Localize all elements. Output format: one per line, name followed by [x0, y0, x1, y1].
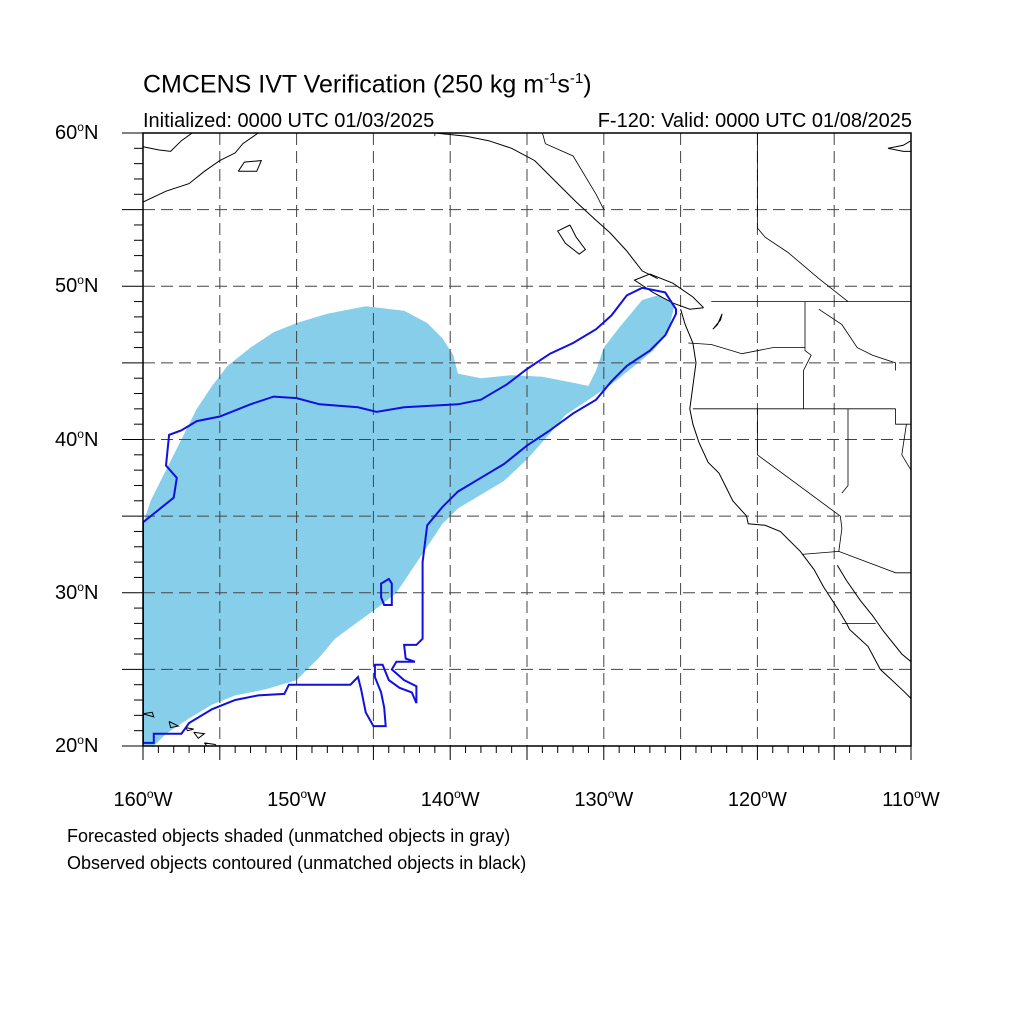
lat-label-hemi: N	[83, 735, 99, 757]
observed-contours	[143, 286, 677, 744]
forecast-object	[143, 295, 675, 746]
coastline	[185, 727, 194, 732]
degree-symbol: o	[761, 787, 768, 801]
title-suffix: )	[583, 70, 592, 99]
degree-symbol: o	[77, 120, 84, 134]
coastline	[193, 731, 206, 740]
map-frame	[122, 132, 912, 760]
coastline	[143, 711, 155, 718]
lon-label: 140oW	[421, 787, 480, 812]
observed-contour	[380, 577, 393, 606]
coastline	[887, 140, 911, 152]
coastline	[143, 133, 193, 152]
coastline	[680, 309, 911, 699]
title-mid: s	[557, 70, 570, 99]
lon-label: 160oW	[114, 787, 173, 812]
lon-label-hemi: W	[307, 789, 327, 811]
border-line	[803, 301, 812, 409]
border-line	[841, 408, 849, 494]
lon-label: 110oW	[882, 787, 939, 812]
border-line	[895, 408, 911, 425]
coastline	[633, 273, 704, 310]
lon-label-hemi: W	[920, 789, 940, 811]
degree-symbol: o	[454, 787, 461, 801]
lon-label-hemi: W	[767, 789, 787, 811]
observed-contour	[143, 286, 677, 744]
lon-label-hemi: W	[153, 789, 173, 811]
lat-label: 30oN	[55, 580, 98, 605]
lat-label-value: 60	[55, 122, 78, 144]
degree-symbol: o	[146, 787, 154, 801]
political-borders	[434, 133, 911, 624]
lat-label: 40oN	[55, 427, 98, 452]
degree-symbol: o	[914, 787, 921, 801]
lon-label-value: 140	[420, 789, 455, 811]
observed-note: Observed objects contoured (unmatched ob…	[67, 853, 527, 873]
lon-label-hemi: W	[614, 789, 634, 811]
coastlines	[143, 133, 911, 746]
lat-label: 60oN	[55, 120, 98, 145]
degree-symbol: o	[77, 733, 84, 747]
border-line	[901, 424, 911, 471]
lon-label-hemi: W	[460, 789, 480, 811]
degree-symbol: o	[77, 426, 84, 441]
degree-symbol: o	[77, 273, 84, 288]
lon-label: 130oW	[574, 787, 633, 812]
lat-label-value: 40	[55, 428, 78, 451]
coastline	[168, 721, 180, 729]
lon-label-value: 120	[727, 789, 762, 811]
border-line	[542, 133, 605, 210]
lat-label-value: 50	[55, 275, 78, 298]
lat-label: 20oN	[55, 733, 98, 758]
lat-label-hemi: N	[83, 581, 99, 604]
title-exponent-s: -1	[569, 70, 584, 87]
lat-label-hemi: N	[83, 428, 99, 451]
lon-label-value: 110	[882, 789, 915, 811]
degree-symbol: o	[77, 579, 84, 594]
title-exponent-m: -1	[544, 70, 558, 87]
coastline	[204, 742, 217, 746]
border-line	[818, 308, 896, 371]
forecast-objects	[143, 295, 675, 746]
border-line	[801, 550, 911, 574]
coastline	[836, 564, 911, 663]
lon-label: 120oW	[728, 787, 787, 812]
lon-label-value: 150	[267, 789, 301, 811]
lat-label-value: 30	[55, 581, 78, 604]
lat-label: 50oN	[55, 273, 98, 298]
lon-label-value: 160	[113, 789, 147, 811]
border-line	[757, 408, 843, 552]
forecast-note: Forecasted objects shaded (unmatched obj…	[67, 826, 511, 846]
degree-symbol: o	[300, 787, 308, 801]
coastline	[434, 133, 658, 280]
valid-time: F-120: Valid: 0000 UTC 01/08/2025	[597, 110, 912, 132]
lat-label-value: 20	[55, 735, 78, 757]
title-prefix: CMCENS IVT Verification (250 kg m	[143, 70, 545, 99]
border-line	[688, 342, 805, 355]
coastline	[143, 133, 259, 203]
degree-symbol: o	[607, 787, 615, 801]
initialized-time: Initialized: 0000 UTC 01/03/2025	[143, 110, 435, 132]
coastline	[712, 313, 723, 330]
lon-label-value: 130	[574, 789, 608, 811]
coastline	[237, 160, 263, 172]
lat-label-hemi: N	[83, 122, 99, 144]
lon-label: 150oW	[267, 787, 326, 812]
border-line	[757, 133, 849, 302]
chart-title: CMCENS IVT Verification (250 kg m-1s-1)	[143, 70, 592, 99]
graticule	[143, 133, 911, 746]
lat-label-hemi: N	[83, 275, 99, 298]
coastline	[556, 224, 587, 255]
